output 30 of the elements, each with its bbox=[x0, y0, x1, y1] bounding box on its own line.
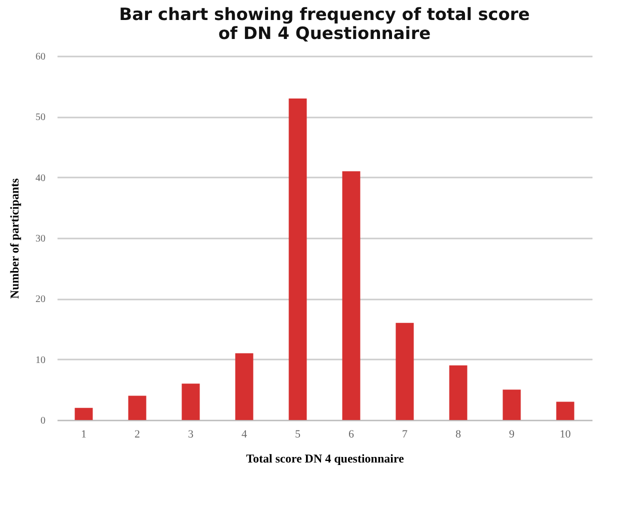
bar bbox=[449, 365, 468, 420]
bar bbox=[288, 98, 307, 420]
x-tick-label: 2 bbox=[134, 428, 140, 440]
y-tick-label: 30 bbox=[36, 234, 46, 244]
x-tick-label: 10 bbox=[560, 428, 572, 440]
x-tick-label: 1 bbox=[81, 428, 86, 440]
x-axis-title: Total score DN 4 questionnaire bbox=[246, 452, 405, 466]
x-tick-label: 8 bbox=[456, 428, 462, 440]
bar bbox=[502, 390, 521, 420]
x-tick-label: 5 bbox=[295, 428, 301, 440]
y-tick-label: 50 bbox=[36, 112, 46, 124]
bar bbox=[556, 402, 574, 420]
bar bbox=[235, 353, 254, 420]
y-tick-label: 40 bbox=[36, 172, 46, 184]
x-tick-label: 6 bbox=[348, 428, 354, 440]
x-tick-label: 9 bbox=[509, 428, 515, 440]
x-tick-label: 3 bbox=[188, 428, 194, 440]
x-tick-label: 7 bbox=[402, 428, 408, 440]
y-axis-title: Number of participants bbox=[8, 178, 22, 299]
bar bbox=[74, 408, 93, 420]
bar bbox=[396, 322, 414, 420]
bar bbox=[182, 384, 200, 420]
x-tick-label: 4 bbox=[242, 428, 248, 440]
y-tick-label: 10 bbox=[36, 354, 46, 366]
y-tick-label: 60 bbox=[36, 52, 46, 62]
y-tick-label: 0 bbox=[40, 416, 46, 426]
bar bbox=[128, 396, 146, 420]
bar bbox=[342, 171, 360, 420]
y-tick-label: 20 bbox=[36, 294, 46, 306]
chart-title: Bar chart showing frequency of total score of DN 4 Questionnaire bbox=[119, 5, 530, 44]
